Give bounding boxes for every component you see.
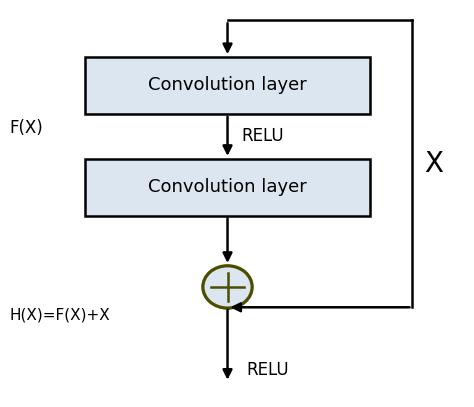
- Bar: [85, 57, 370, 114]
- Circle shape: [203, 266, 252, 308]
- Text: H(X)=F(X)+X: H(X)=F(X)+X: [9, 308, 110, 323]
- Text: RELU: RELU: [242, 127, 284, 145]
- Text: F(X): F(X): [9, 119, 43, 137]
- Text: X: X: [424, 150, 443, 178]
- Text: RELU: RELU: [246, 361, 289, 379]
- Bar: [85, 159, 370, 216]
- Text: Convolution layer: Convolution layer: [148, 178, 307, 196]
- Text: Convolution layer: Convolution layer: [148, 77, 307, 94]
